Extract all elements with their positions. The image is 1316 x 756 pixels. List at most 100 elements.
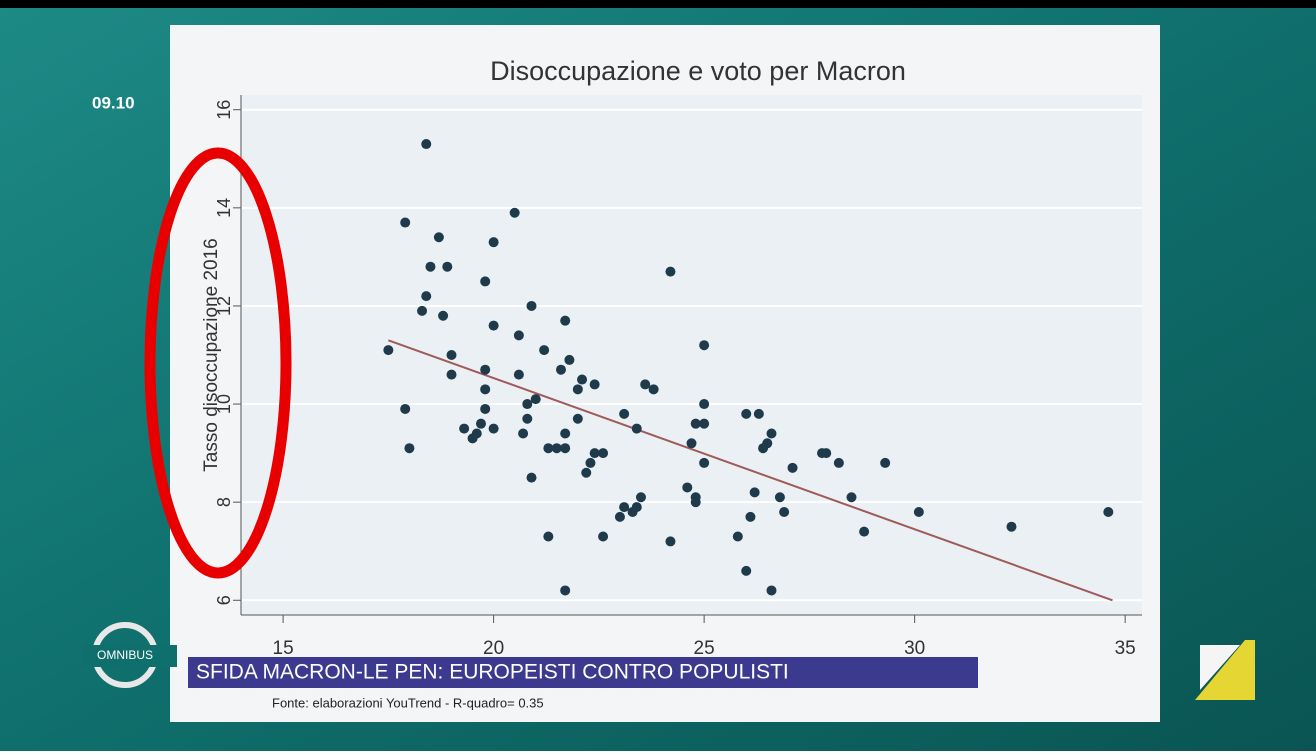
point bbox=[480, 365, 490, 375]
point bbox=[527, 473, 537, 483]
point bbox=[447, 370, 457, 380]
point bbox=[636, 492, 646, 502]
point bbox=[779, 507, 789, 517]
point bbox=[665, 536, 675, 546]
point bbox=[510, 208, 520, 218]
point bbox=[522, 414, 532, 424]
point bbox=[425, 262, 435, 272]
point bbox=[682, 482, 692, 492]
point bbox=[421, 139, 431, 149]
point bbox=[914, 507, 924, 517]
y-tick-label: 12 bbox=[214, 296, 234, 316]
point bbox=[585, 458, 595, 468]
point bbox=[400, 218, 410, 228]
point bbox=[417, 306, 427, 316]
point bbox=[573, 384, 583, 394]
x-tick-label: 15 bbox=[273, 638, 294, 659]
point bbox=[821, 448, 831, 458]
point bbox=[480, 276, 490, 286]
point bbox=[598, 532, 608, 542]
point bbox=[404, 443, 414, 453]
top-bar bbox=[0, 0, 1316, 8]
clock: 09.10 bbox=[92, 93, 135, 112]
point bbox=[640, 379, 650, 389]
point bbox=[590, 379, 600, 389]
point bbox=[699, 458, 709, 468]
point bbox=[383, 345, 393, 355]
point bbox=[434, 232, 444, 242]
point bbox=[619, 409, 629, 419]
point bbox=[649, 384, 659, 394]
point bbox=[699, 419, 709, 429]
point bbox=[859, 527, 869, 537]
y-tick-label: 6 bbox=[214, 595, 234, 605]
point bbox=[468, 433, 478, 443]
point bbox=[775, 492, 785, 502]
point bbox=[741, 566, 751, 576]
point bbox=[442, 262, 452, 272]
point bbox=[539, 345, 549, 355]
point bbox=[691, 497, 701, 507]
x-tick-label: 25 bbox=[694, 638, 715, 659]
point bbox=[699, 399, 709, 409]
point bbox=[632, 424, 642, 434]
point bbox=[400, 404, 410, 414]
point bbox=[527, 301, 537, 311]
banner-text: SFIDA MACRON-LE PEN: EUROPEISTI CONTRO P… bbox=[196, 661, 789, 684]
point bbox=[745, 512, 755, 522]
point bbox=[560, 316, 570, 326]
point bbox=[480, 384, 490, 394]
point bbox=[766, 585, 776, 595]
point bbox=[459, 424, 469, 434]
point bbox=[581, 468, 591, 478]
point bbox=[556, 365, 566, 375]
point bbox=[489, 321, 499, 331]
point bbox=[564, 355, 574, 365]
point bbox=[421, 291, 431, 301]
point bbox=[880, 458, 890, 468]
point bbox=[741, 409, 751, 419]
point bbox=[619, 502, 629, 512]
y-tick-label: 14 bbox=[214, 198, 234, 218]
point bbox=[531, 394, 541, 404]
point bbox=[522, 399, 532, 409]
point bbox=[573, 414, 583, 424]
point bbox=[615, 512, 625, 522]
logo: OMNIBUS bbox=[97, 648, 153, 662]
point bbox=[1006, 522, 1016, 532]
point bbox=[758, 443, 768, 453]
point bbox=[665, 267, 675, 277]
point bbox=[447, 350, 457, 360]
point bbox=[560, 443, 570, 453]
point bbox=[543, 532, 553, 542]
y-tick-label: 8 bbox=[214, 497, 234, 507]
point bbox=[514, 370, 524, 380]
point bbox=[438, 311, 448, 321]
y-tick-label: 16 bbox=[214, 100, 234, 120]
y-tick-label: 10 bbox=[214, 394, 234, 414]
point bbox=[834, 458, 844, 468]
point bbox=[518, 428, 528, 438]
point bbox=[489, 237, 499, 247]
point bbox=[1103, 507, 1113, 517]
point bbox=[687, 438, 697, 448]
point bbox=[766, 428, 776, 438]
x-tick-label: 35 bbox=[1115, 638, 1136, 659]
plot-area bbox=[241, 95, 1142, 615]
point bbox=[480, 404, 490, 414]
point bbox=[754, 409, 764, 419]
point bbox=[560, 585, 570, 595]
point bbox=[628, 507, 638, 517]
point bbox=[577, 375, 587, 385]
point bbox=[476, 419, 486, 429]
point bbox=[750, 487, 760, 497]
point bbox=[598, 448, 608, 458]
point bbox=[489, 424, 499, 434]
point bbox=[560, 428, 570, 438]
point bbox=[699, 340, 709, 350]
source-note: Fonte: elaborazioni YouTrend - R-quadro=… bbox=[272, 695, 544, 710]
page: 09.10 Disoccupazione e voto per Macron T… bbox=[0, 0, 1316, 751]
point bbox=[846, 492, 856, 502]
chart-title: Disoccupazione e voto per Macron bbox=[490, 56, 906, 86]
y-axis-label: Tasso disoccupazione 2016 bbox=[201, 238, 222, 471]
